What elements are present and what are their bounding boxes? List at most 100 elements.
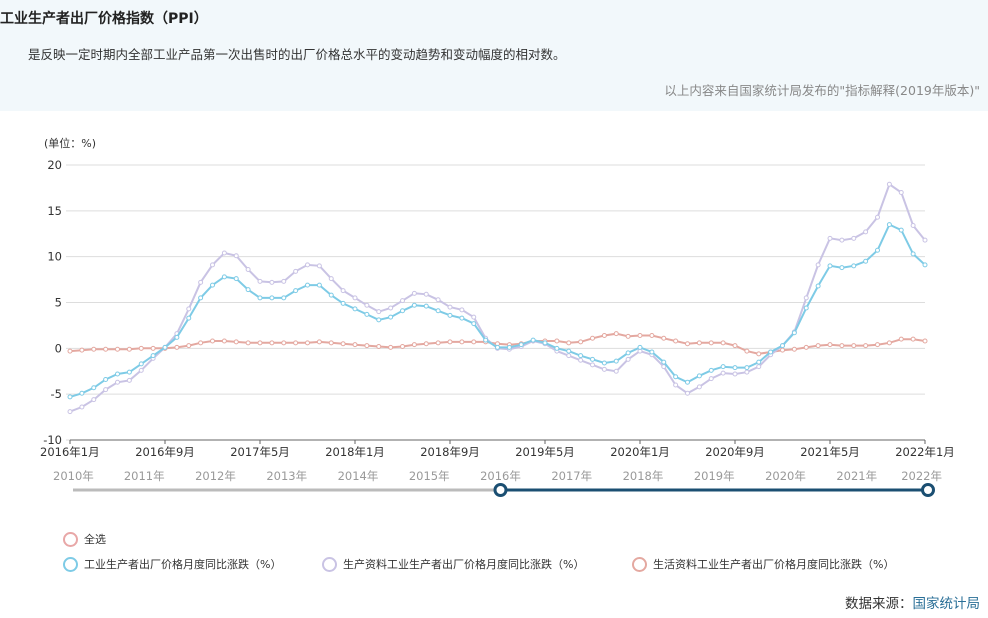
slider-year-label: 2011年 [124,469,165,483]
data-point [103,346,109,352]
data-source: 数据来源：国家统计局 [845,592,980,612]
data-point [613,331,619,337]
y-tick-label: -5 [51,387,62,401]
slider-year-label: 2018年 [623,469,664,483]
data-point [661,364,667,370]
data-point [744,348,750,354]
data-point [459,307,465,313]
data-point [910,223,916,228]
x-tick-label: 2018年1月 [325,445,385,459]
legend-item[interactable]: 生产资料工业生产者出厂价格月度同比涨跌（%） [322,556,584,572]
data-point [316,263,322,269]
data-point [364,302,370,308]
data-point [328,292,334,298]
x-tick-label: 2017年5月 [230,445,290,459]
data-point [922,338,928,344]
data-point [530,337,536,343]
data-point [269,340,275,346]
x-tick-label: 2019年5月 [515,445,575,459]
data-point [423,341,429,347]
data-point [483,337,489,343]
data-point [340,300,346,306]
data-point [210,262,215,268]
data-point [376,317,382,323]
slider-year-label: 2021年 [836,469,877,483]
data-point [910,336,916,342]
indicator-description: 是反映一定时期内全部工业产品第一次出售时的出厂价格总水平的变动趋势和变动幅度的相… [28,47,566,62]
data-point [198,340,204,346]
data-point [673,338,679,344]
data-point [91,385,97,391]
data-point [352,342,358,348]
data-point [815,343,821,349]
slider-year-label: 2010年 [53,469,94,483]
slider-year-label: 2014年 [338,469,379,483]
data-point [281,340,287,346]
data-point [613,368,619,374]
slider-year-label: 2013年 [266,469,307,483]
data-point [316,339,322,345]
legend-item[interactable]: 工业生产者出厂价格月度同比涨跌（%） [63,556,281,572]
data-point [126,377,132,383]
slider-year-label: 2016年 [480,469,521,483]
x-tick-label: 2020年1月 [610,445,670,459]
data-point [898,190,904,195]
data-point [328,340,334,346]
data-point [340,288,346,294]
data-point [495,344,500,350]
data-point [554,345,560,351]
data-point [506,344,512,350]
data-point [827,342,833,348]
data-point [364,343,370,349]
legend-item[interactable]: 生活资料工业生产者出厂价格月度同比涨跌（%） [632,556,894,572]
series-1 [67,181,928,415]
data-point [625,356,631,362]
data-point [673,382,679,388]
data-point [708,376,714,382]
data-point [352,306,358,312]
data-point [221,338,227,344]
data-point [305,282,310,288]
data-point [791,346,797,352]
data-point [578,339,584,345]
ppi-line-chart: (单位：%) -10 -5 0 5 10 15 20 2016年1月 2016年9月 2017年5月… [40,136,955,497]
data-point [79,390,85,396]
data-point [316,282,322,288]
legend-select-all[interactable]: 全选 [63,531,106,547]
data-point [91,346,97,352]
legend-label: 生产资料工业生产者出厂价格月度同比涨跌（%） [343,558,585,571]
data-point [803,305,809,311]
slider-end-handle[interactable] [921,483,935,497]
data-point [126,369,132,375]
x-tick-label: 2021年5月 [800,445,860,459]
data-point [150,345,156,351]
data-point [732,371,738,377]
y-tick-label: 0 [55,341,62,355]
data-point [459,315,465,321]
data-point [245,340,251,346]
data-point [186,315,192,321]
data-point [210,338,215,344]
series-line [69,223,926,398]
data-point [744,365,750,371]
data-point [400,308,405,314]
data-source-link[interactable]: 国家统计局 [912,596,981,612]
data-point [886,222,892,228]
data-point [898,336,904,342]
data-point [756,351,762,357]
y-tick-label: 20 [47,158,62,172]
data-point [138,345,144,351]
data-point [851,263,857,269]
legend-label: 全选 [84,533,106,546]
data-point [411,290,417,296]
data-point [257,278,263,284]
data-point [875,214,880,220]
slider-start-handle[interactable] [493,483,508,497]
data-point [732,343,738,349]
legend-label: 工业生产者出厂价格月度同比涨跌（%） [84,558,282,571]
data-point [400,344,405,349]
data-point [435,297,441,303]
data-point [423,291,429,297]
data-point [293,268,299,274]
legend-marker-icon [63,556,78,572]
